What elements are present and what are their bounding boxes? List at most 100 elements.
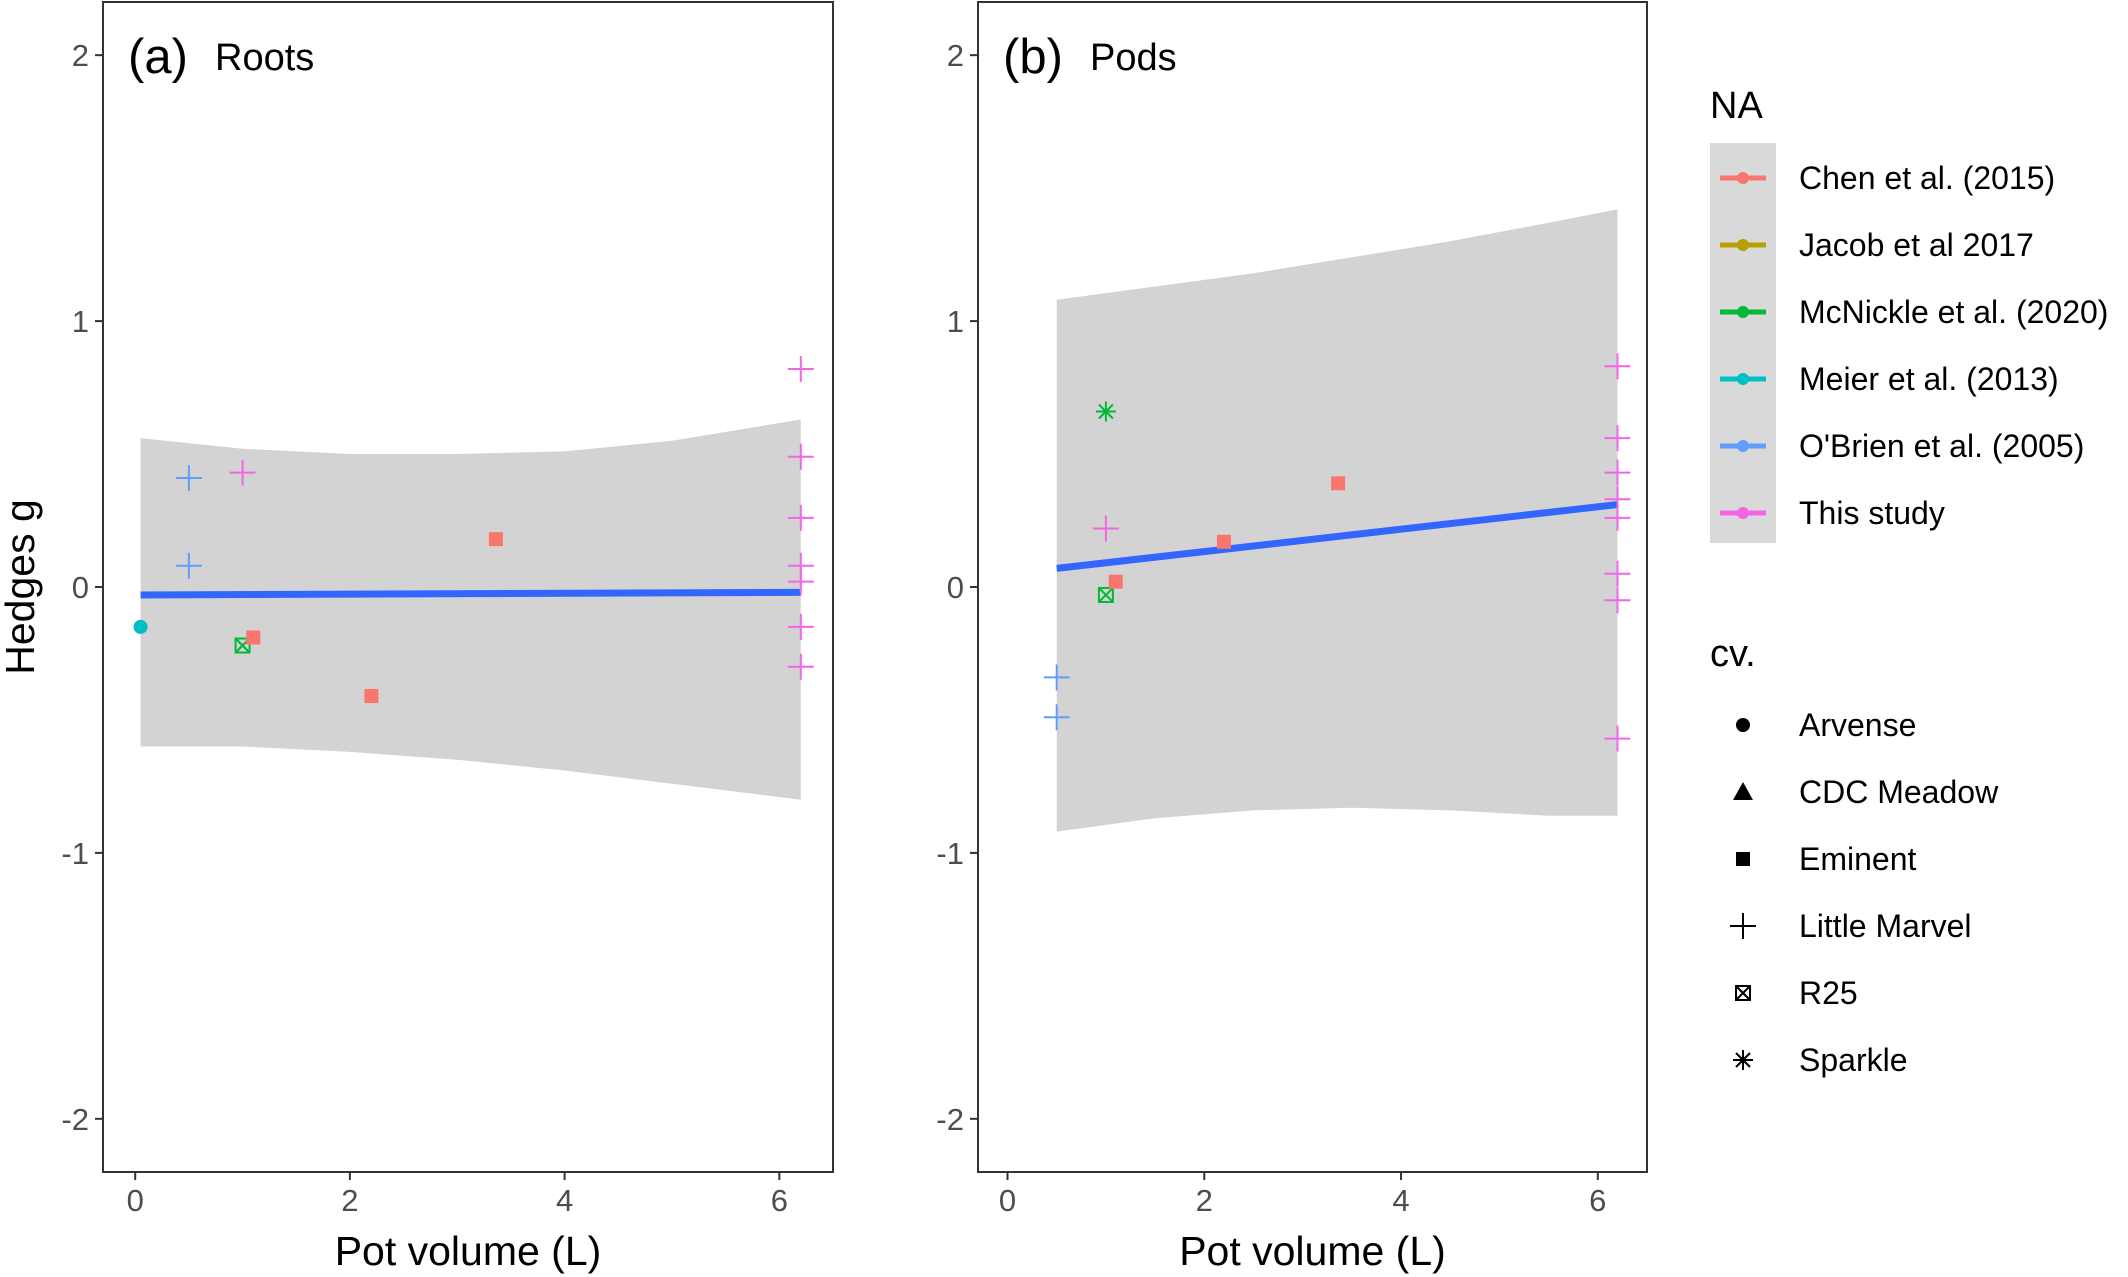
legend-study-dot xyxy=(1737,239,1749,251)
y-tick-label: -1 xyxy=(61,836,89,871)
data-point xyxy=(787,504,814,531)
legend-study-label: This study xyxy=(1799,495,1945,531)
data-point xyxy=(229,459,256,486)
legend-study-entry: Meier et al. (2013) xyxy=(1720,361,2059,397)
axis-ticks: 2 1 0 -1 -2 0 2 4 6 xyxy=(61,38,788,1218)
fit-line xyxy=(1056,501,1618,572)
legend-study-label: Chen et al. (2015) xyxy=(1799,160,2055,196)
fit-line-layer xyxy=(140,588,801,599)
panel-pods: 2 1 0 -1 -2 0 2 4 6 (b) Pods Pot volume (L) xyxy=(936,1,1648,1274)
data-point xyxy=(787,568,814,595)
legend-study-dot xyxy=(1737,172,1749,184)
data-point xyxy=(787,653,814,680)
legend-cultivar-entry: Sparkle xyxy=(1733,1042,1908,1078)
data-point xyxy=(133,619,148,634)
data-point xyxy=(1108,574,1123,589)
confidence-band-layer xyxy=(1056,209,1618,832)
x-tick-label: 0 xyxy=(127,1183,144,1218)
data-point xyxy=(1043,704,1070,731)
legend-study-entries: Chen et al. (2015) Jacob et al 2017 McNick… xyxy=(1720,160,2108,531)
y-tick-label: 2 xyxy=(72,38,89,73)
panel-roots: 2 1 0 -1 -2 0 2 4 6 (a) Roots Pot volume (L) Hed… xyxy=(0,1,834,1274)
legend: NA Chen et al. (2015) Jacob et al 2017 McN… xyxy=(1710,85,2108,1078)
data-point xyxy=(1604,459,1631,486)
legend-cultivar-label: R25 xyxy=(1799,975,1858,1011)
confidence-band xyxy=(140,419,801,800)
confidence-band xyxy=(1056,209,1618,832)
x-tick-label: 0 xyxy=(999,1183,1016,1218)
y-tick-label: 1 xyxy=(72,304,89,339)
legend-study-entry: O'Brien et al. (2005) xyxy=(1720,428,2084,464)
data-point xyxy=(1604,353,1631,380)
data-point xyxy=(1604,587,1631,614)
legend-study-entry: This study xyxy=(1720,495,1945,531)
data-point xyxy=(488,532,503,547)
y-tick-label: 0 xyxy=(947,570,964,605)
y-tick-label: 1 xyxy=(947,304,964,339)
legend-color-title: NA xyxy=(1710,85,1763,127)
legend-cultivar-entries: Arvense CDC Meadow Eminent Little Marvel R25… xyxy=(1730,707,1999,1078)
legend-cultivar-symbol xyxy=(1736,852,1750,866)
legend-shape-title: cv. xyxy=(1710,633,1756,675)
panel-title: Pods xyxy=(1090,37,1177,79)
legend-study-dot xyxy=(1737,440,1749,452)
legend-study-label: Jacob et al 2017 xyxy=(1799,227,2034,263)
y-tick-label: 0 xyxy=(72,570,89,605)
confidence-band-layer xyxy=(140,419,801,800)
x-tick-label: 4 xyxy=(1392,1183,1409,1218)
legend-study-label: Meier et al. (2013) xyxy=(1799,361,2059,397)
legend-cultivar-symbol xyxy=(1733,782,1753,800)
points-layer xyxy=(133,355,814,704)
panel-title: Roots xyxy=(215,37,314,79)
legend-cultivar-entry: Arvense xyxy=(1736,707,1916,743)
legend-cultivar-label: CDC Meadow xyxy=(1799,774,1999,810)
legend-key-background xyxy=(1710,143,1776,543)
x-tick-label: 4 xyxy=(556,1183,573,1218)
data-point xyxy=(175,464,202,491)
legend-study-label: O'Brien et al. (2005) xyxy=(1799,428,2084,464)
y-axis-title: Hedges g xyxy=(0,499,43,675)
legend-cultivar-symbol xyxy=(1730,913,1756,939)
data-point xyxy=(1097,586,1114,603)
legend-study-entry: McNickle et al. (2020) xyxy=(1720,294,2108,330)
data-point xyxy=(1043,664,1070,691)
x-tick-label: 2 xyxy=(1196,1183,1213,1218)
data-point xyxy=(1095,401,1116,422)
legend-cultivar-entry: CDC Meadow xyxy=(1733,774,1999,810)
data-point xyxy=(1092,515,1119,542)
data-point xyxy=(1604,425,1631,452)
y-tick-label: -2 xyxy=(61,1102,89,1137)
x-tick-label: 6 xyxy=(1589,1183,1606,1218)
legend-study-dot xyxy=(1737,373,1749,385)
legend-cultivar-symbol xyxy=(1736,718,1750,732)
axis-ticks: 2 1 0 -1 -2 0 2 4 6 xyxy=(936,38,1606,1218)
legend-study-dot xyxy=(1737,306,1749,318)
data-point xyxy=(1604,504,1631,531)
y-tick-label: 2 xyxy=(947,38,964,73)
legend-cultivar-label: Arvense xyxy=(1799,707,1916,743)
legend-cultivar-label: Eminent xyxy=(1799,841,1917,877)
data-point xyxy=(787,443,814,470)
panel-tag: (b) xyxy=(1003,30,1063,84)
y-tick-label: -2 xyxy=(936,1102,964,1137)
legend-cultivar-entry: R25 xyxy=(1735,975,1858,1011)
data-point xyxy=(364,689,379,704)
data-point xyxy=(1331,476,1346,491)
legend-study-entry: Chen et al. (2015) xyxy=(1720,160,2055,196)
legend-study-entry: Jacob et al 2017 xyxy=(1720,227,2034,263)
fit-line-layer xyxy=(1056,501,1618,572)
x-axis-title: Pot volume (L) xyxy=(1179,1228,1446,1274)
data-point xyxy=(1604,725,1631,752)
x-tick-label: 6 xyxy=(771,1183,788,1218)
legend-cultivar-label: Sparkle xyxy=(1799,1042,1908,1078)
x-tick-label: 2 xyxy=(341,1183,358,1218)
legend-study-label: McNickle et al. (2020) xyxy=(1799,294,2108,330)
points-layer xyxy=(1043,353,1631,752)
x-axis-title: Pot volume (L) xyxy=(335,1228,602,1274)
legend-cultivar-symbol xyxy=(1735,985,1751,1001)
data-point xyxy=(175,552,202,579)
legend-study-dot xyxy=(1737,507,1749,519)
data-point xyxy=(1604,560,1631,587)
data-point xyxy=(246,630,261,645)
